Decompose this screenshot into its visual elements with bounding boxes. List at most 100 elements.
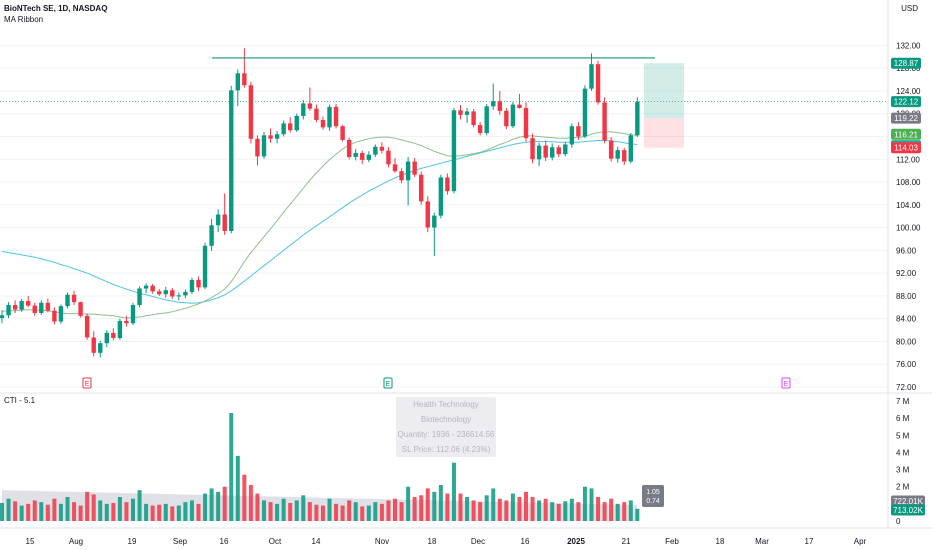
volume-bar [196, 503, 201, 521]
industry-text: Biotechnology [420, 415, 472, 424]
candle-body [314, 108, 319, 120]
volume-bar [451, 462, 456, 521]
volume-bar [386, 500, 391, 521]
candle-body [307, 103, 313, 109]
candle-body [98, 343, 103, 353]
candle-body [327, 106, 332, 128]
candle-body [543, 145, 548, 158]
candle-body [556, 147, 561, 155]
time-tick-label: 17 [805, 537, 814, 546]
volume-bar [242, 474, 247, 521]
overlays: E E E 1.05 0.74 [0, 57, 888, 507]
volume-bar [275, 503, 280, 521]
time-tick-label: 18 [428, 537, 437, 546]
candle-body [157, 291, 162, 295]
volume-bar [203, 493, 208, 521]
price-tick-label: 104.00 [896, 201, 921, 210]
candle-body [622, 150, 627, 162]
time-tick-label: Sep [173, 537, 188, 546]
volume-label-text: 722.01K [893, 497, 923, 506]
candle-body [438, 177, 444, 216]
time-tick-label: Oct [269, 537, 282, 546]
volume-bar [301, 495, 306, 521]
price-tick-label: 96.00 [896, 246, 917, 255]
volume-bar [576, 502, 581, 521]
volume-bar [6, 498, 11, 521]
earnings-marker-label: E [784, 381, 789, 388]
candle-body [425, 201, 430, 228]
volume-pane-legend[interactable]: CTI - 5.1 [4, 396, 36, 405]
volume-bar [255, 493, 260, 521]
candle-body [464, 111, 470, 115]
candle-body [170, 290, 175, 297]
price-label-badge [891, 128, 921, 140]
price-label-badge [891, 142, 921, 154]
candle-body [340, 126, 345, 140]
quantity-text: Quantity: 1936 - 236614.56 [397, 430, 495, 439]
candle-body [45, 302, 51, 311]
volume-bar [458, 493, 463, 521]
candle-body [143, 285, 149, 289]
volume-tick-label: 6 M [896, 414, 910, 423]
candle-body [320, 119, 326, 128]
ma-ribbon-legend[interactable]: MA Ribbon [4, 15, 44, 24]
time-tick-label: Dec [471, 537, 485, 546]
cti-badge [642, 485, 664, 507]
volume-bar [373, 502, 378, 521]
candle-body [379, 146, 385, 151]
price-label-text: 114.03 [894, 144, 918, 153]
volume-bar [393, 498, 397, 521]
candle-body [635, 101, 640, 136]
candle-body [209, 225, 214, 246]
candle-body [32, 305, 37, 313]
volume-bar [131, 498, 135, 521]
volume-bars [0, 413, 640, 521]
volume-bar [524, 491, 528, 521]
volume-bar [471, 500, 476, 521]
candles [0, 48, 640, 358]
volume-bar [320, 505, 325, 521]
candle-body [117, 320, 123, 339]
volume-bar [582, 486, 587, 521]
axes: 72.00 76.00 80.00 84.00 88.00 92.00 96.00 100.0… [26, 41, 925, 546]
volume-bar [0, 503, 4, 521]
candle-body [19, 301, 24, 310]
candle-body [78, 302, 83, 316]
volume-bar [222, 486, 227, 521]
sl-price-text: SL Price: 112.06 (4.23%) [401, 445, 491, 454]
price-tick-label: 80.00 [896, 337, 917, 346]
time-tick-label: 19 [128, 537, 137, 546]
volume-bar [596, 497, 601, 521]
symbol-title[interactable]: BioNTech SE, 1D, NASDAQ [4, 4, 108, 13]
candle-body [261, 135, 267, 157]
volume-bar [235, 455, 240, 521]
volume-bar [111, 503, 116, 521]
price-tick-label: 108.00 [896, 178, 921, 187]
candle-body [242, 73, 247, 86]
candle-body [615, 150, 620, 159]
candle-body [484, 106, 489, 134]
candle-body [150, 285, 155, 292]
currency-label[interactable]: USD [901, 4, 918, 13]
volume-tick-label: 4 M [896, 448, 910, 457]
volume-bar [268, 502, 273, 521]
volume-bar [438, 485, 443, 521]
candle-body [563, 144, 568, 155]
volume-bar [491, 488, 496, 521]
candle-body [399, 171, 404, 181]
candle-body [589, 64, 594, 89]
candle-body [196, 279, 201, 288]
candle-body [386, 150, 391, 165]
time-tick-label: 15 [26, 537, 35, 546]
candle-body [215, 214, 221, 226]
volume-tick-label: 3 M [896, 466, 910, 475]
grid [0, 0, 932, 529]
volume-bar [65, 497, 70, 521]
volume-bar [379, 503, 384, 521]
candle-body [12, 305, 18, 310]
volume-bar [465, 497, 470, 521]
candle-body [333, 106, 339, 127]
candle-body [366, 154, 371, 160]
candle-body [595, 64, 601, 103]
